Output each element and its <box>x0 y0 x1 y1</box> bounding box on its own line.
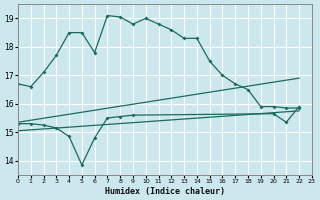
X-axis label: Humidex (Indice chaleur): Humidex (Indice chaleur) <box>105 187 225 196</box>
